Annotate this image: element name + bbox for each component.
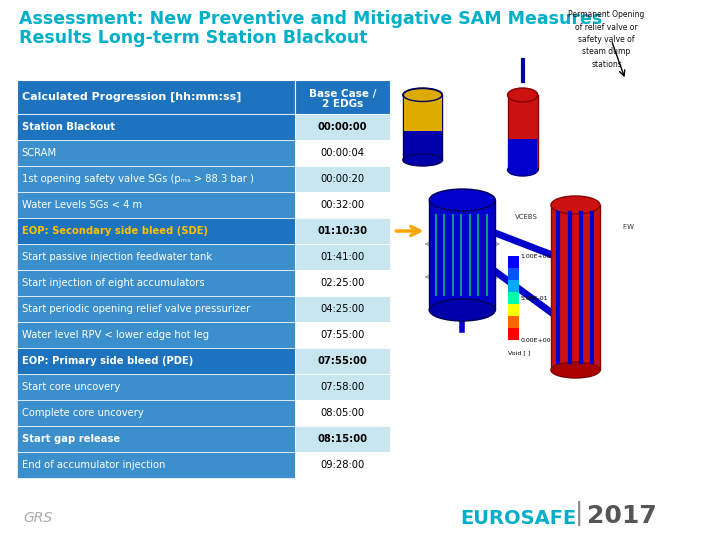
Text: 08:15:00: 08:15:00 bbox=[318, 434, 367, 444]
Text: 01:41:00: 01:41:00 bbox=[320, 252, 364, 262]
Bar bbox=[295, 322, 390, 348]
Text: EUROSAFE: EUROSAFE bbox=[460, 509, 577, 528]
Text: Station Blackout: Station Blackout bbox=[22, 122, 114, 132]
Bar bbox=[508, 328, 519, 340]
Ellipse shape bbox=[429, 299, 495, 321]
Bar bbox=[295, 426, 390, 452]
Ellipse shape bbox=[551, 196, 600, 214]
Text: 1.00E+00: 1.00E+00 bbox=[521, 253, 552, 259]
Text: 00:00:20: 00:00:20 bbox=[320, 174, 364, 184]
Text: VCEBS: VCEBS bbox=[515, 214, 538, 220]
Bar bbox=[295, 218, 390, 244]
Bar bbox=[295, 452, 390, 478]
Text: 2017: 2017 bbox=[587, 504, 657, 528]
Bar bbox=[17, 270, 295, 296]
Text: GRS: GRS bbox=[23, 511, 53, 525]
Text: 1st opening safety valve SGs (pₘₛ > 88.3 bar ): 1st opening safety valve SGs (pₘₛ > 88.3… bbox=[22, 174, 253, 184]
Bar bbox=[508, 139, 537, 169]
Bar bbox=[17, 426, 295, 452]
Text: 5.00E-01: 5.00E-01 bbox=[521, 295, 548, 300]
Text: Calculated Progression [hh:mm:ss]: Calculated Progression [hh:mm:ss] bbox=[22, 92, 241, 102]
Text: EOP: Primary side bleed (PDE): EOP: Primary side bleed (PDE) bbox=[22, 356, 193, 366]
Bar bbox=[508, 280, 519, 292]
Text: 00:32:00: 00:32:00 bbox=[320, 200, 364, 210]
Ellipse shape bbox=[402, 88, 443, 102]
Bar bbox=[17, 322, 295, 348]
Bar bbox=[295, 348, 390, 374]
Text: 02:25:00: 02:25:00 bbox=[320, 278, 364, 288]
Bar bbox=[17, 244, 295, 270]
Bar bbox=[295, 192, 390, 218]
Ellipse shape bbox=[402, 154, 443, 166]
Text: 00:00:04: 00:00:04 bbox=[320, 148, 364, 158]
Text: Start passive injection feedwater tank: Start passive injection feedwater tank bbox=[22, 252, 212, 262]
Bar bbox=[17, 80, 295, 114]
Bar bbox=[295, 166, 390, 192]
Ellipse shape bbox=[551, 362, 600, 378]
Bar bbox=[17, 140, 295, 166]
Text: 01:10:30: 01:10:30 bbox=[318, 226, 367, 236]
Text: 00:00:00: 00:00:00 bbox=[318, 122, 367, 132]
Text: Assessment: New Preventive and Mitigative SAM Measures: Assessment: New Preventive and Mitigativ… bbox=[19, 10, 602, 28]
Bar bbox=[295, 140, 390, 166]
Bar bbox=[508, 292, 519, 304]
Text: Start injection of eight accumulators: Start injection of eight accumulators bbox=[22, 278, 204, 288]
Bar bbox=[405, 60, 679, 445]
Text: Complete core uncovery: Complete core uncovery bbox=[22, 408, 143, 418]
Bar bbox=[551, 205, 600, 370]
Bar bbox=[402, 95, 443, 160]
Text: 04:25:00: 04:25:00 bbox=[320, 304, 364, 314]
Bar bbox=[295, 270, 390, 296]
Text: F.W: F.W bbox=[623, 224, 634, 230]
Text: 09:28:00: 09:28:00 bbox=[320, 460, 364, 470]
Bar bbox=[17, 296, 295, 322]
Text: End of accumulator injection: End of accumulator injection bbox=[22, 460, 165, 470]
Ellipse shape bbox=[403, 89, 442, 102]
Bar bbox=[17, 400, 295, 426]
Text: 07:55:00: 07:55:00 bbox=[320, 330, 364, 340]
Text: Start periodic opening relief valve pressurizer: Start periodic opening relief valve pres… bbox=[22, 304, 250, 314]
Bar bbox=[17, 374, 295, 400]
Bar bbox=[17, 348, 295, 374]
Bar bbox=[17, 452, 295, 478]
Bar bbox=[295, 114, 390, 140]
Bar bbox=[508, 268, 519, 280]
Bar bbox=[508, 316, 519, 328]
Ellipse shape bbox=[508, 88, 538, 102]
Text: 0.00E+00: 0.00E+00 bbox=[521, 338, 552, 342]
Text: Void [ ]: Void [ ] bbox=[508, 350, 530, 355]
Text: Results Long-term Station Blackout: Results Long-term Station Blackout bbox=[19, 29, 367, 47]
Ellipse shape bbox=[429, 189, 495, 211]
Text: EOP: Secondary side bleed (SDE): EOP: Secondary side bleed (SDE) bbox=[22, 226, 207, 236]
Text: Water level RPV < lower edge hot leg: Water level RPV < lower edge hot leg bbox=[22, 330, 209, 340]
Text: 2 EDGs: 2 EDGs bbox=[322, 99, 363, 109]
Text: |: | bbox=[575, 501, 583, 526]
Bar bbox=[295, 244, 390, 270]
Text: 07:58:00: 07:58:00 bbox=[320, 382, 364, 392]
Bar bbox=[508, 256, 519, 268]
Ellipse shape bbox=[508, 164, 538, 176]
Text: 07:55:00: 07:55:00 bbox=[318, 356, 367, 366]
Bar bbox=[404, 97, 441, 131]
Text: Start core uncovery: Start core uncovery bbox=[22, 382, 120, 392]
Text: 08:05:00: 08:05:00 bbox=[320, 408, 364, 418]
Bar bbox=[295, 374, 390, 400]
Bar bbox=[17, 114, 295, 140]
Text: Water Levels SGs < 4 m: Water Levels SGs < 4 m bbox=[22, 200, 142, 210]
Bar bbox=[17, 218, 295, 244]
Bar bbox=[295, 296, 390, 322]
Text: Start gap release: Start gap release bbox=[22, 434, 120, 444]
Bar bbox=[508, 304, 519, 316]
Text: Permanent Opening
of relief valve or
safety valve of
steam dump
stations: Permanent Opening of relief valve or saf… bbox=[568, 10, 645, 69]
Bar bbox=[508, 95, 538, 170]
Bar bbox=[17, 192, 295, 218]
Bar bbox=[17, 166, 295, 192]
Text: Base Case /: Base Case / bbox=[309, 89, 376, 99]
Bar bbox=[429, 200, 495, 310]
Bar bbox=[295, 400, 390, 426]
Bar bbox=[295, 80, 390, 114]
Text: SCRAM: SCRAM bbox=[22, 148, 57, 158]
